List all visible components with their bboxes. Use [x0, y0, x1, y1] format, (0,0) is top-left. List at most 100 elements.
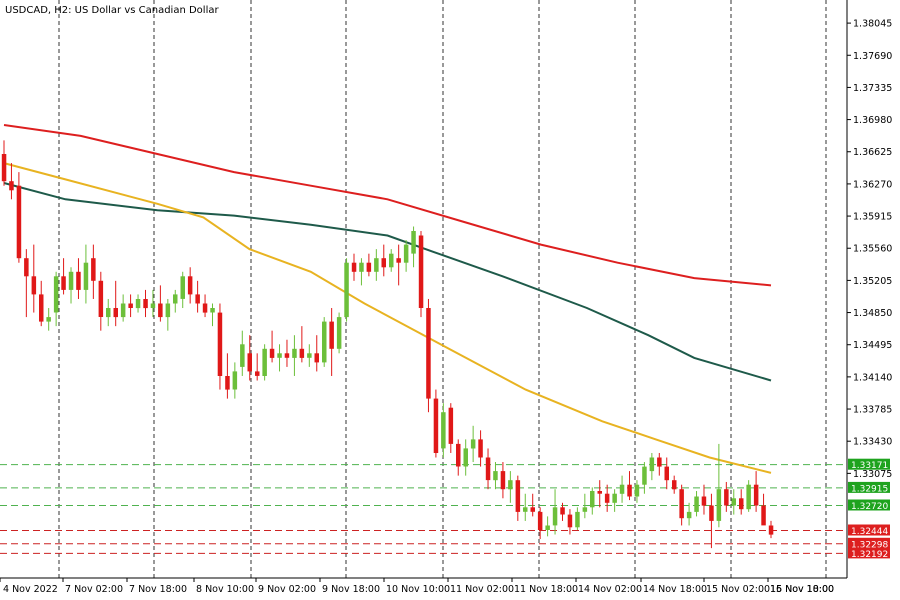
- candle-body: [292, 348, 297, 358]
- price-tick-label: 1.38045: [853, 19, 892, 30]
- candle-body: [68, 271, 74, 290]
- price-tag-box: [848, 547, 890, 559]
- bearish-candle: [9, 163, 14, 200]
- candle-body: [16, 185, 22, 259]
- bearish-candle: [418, 231, 424, 318]
- bearish-candle: [366, 253, 372, 277]
- price-tag: 1.32298: [848, 537, 890, 550]
- candle-body: [217, 312, 223, 376]
- candle-body: [359, 262, 364, 272]
- candle-body: [433, 398, 439, 453]
- price-tag-label: 1.32915: [851, 484, 888, 494]
- bullish-candle: [411, 226, 416, 268]
- candle-body: [612, 493, 617, 503]
- price-tag-box: [848, 458, 890, 470]
- bearish-candle: [739, 489, 744, 515]
- bearish-candle: [61, 258, 66, 295]
- candle-body: [545, 525, 550, 530]
- price-tick-label: 1.36980: [853, 115, 892, 126]
- bearish-candle: [515, 475, 521, 521]
- price-tag-label: 1.32298: [851, 540, 888, 550]
- bearish-candle: [16, 172, 22, 263]
- time-tick-label: 11 Nov 18:00: [514, 584, 578, 595]
- time-tick-label: 8 Nov 10:00: [196, 584, 254, 595]
- time-axis[interactable]: 4 Nov 2022 7 Nov 02:00 7 Nov 18:00 8 Nov 10…: [0, 578, 834, 595]
- price-tag-box: [848, 537, 890, 549]
- candle-body: [448, 407, 454, 444]
- candle-body: [590, 491, 595, 508]
- candle-body: [374, 258, 379, 272]
- price-tick-label: 1.36625: [853, 147, 892, 158]
- candle-body: [493, 471, 498, 481]
- price-tick-label: 1.37690: [853, 51, 892, 62]
- candle-body: [1, 154, 7, 182]
- bearish-candle: [255, 353, 260, 381]
- bullish-candle: [210, 303, 215, 327]
- candle-body: [642, 466, 647, 485]
- bullish-candle: [232, 362, 238, 399]
- bearish-candle: [143, 289, 148, 318]
- candle-body: [746, 484, 751, 510]
- candle-body: [232, 371, 238, 390]
- candle-body: [537, 511, 543, 530]
- candle-body: [366, 262, 372, 272]
- bullish-candle: [46, 308, 51, 331]
- candle-body: [39, 294, 44, 322]
- bearish-candle: [500, 462, 506, 499]
- time-tick-label: 9 Nov 18:00: [322, 584, 380, 595]
- price-tag-label: 1.32720: [851, 502, 888, 512]
- candle-body: [158, 303, 163, 318]
- price-axis[interactable]: 1.38045 1.37690 1.37335 1.36980 1.36625 1.362…: [847, 19, 892, 480]
- chart-title: USDCAD, H2: US Dollar vs Canadian Dollar: [5, 5, 219, 16]
- bullish-candle: [634, 480, 640, 503]
- bullish-candle: [508, 471, 513, 503]
- candle-body: [582, 507, 588, 512]
- grid: [58, 0, 827, 578]
- bearish-candle: [351, 253, 357, 281]
- bearish-candle: [679, 484, 684, 526]
- bullish-candle: [68, 267, 74, 304]
- bullish-candle: [53, 271, 59, 327]
- bearish-candle: [113, 280, 118, 327]
- bearish-candle: [217, 303, 223, 390]
- candle-body: [470, 439, 476, 449]
- bearish-candle: [709, 493, 714, 549]
- bearish-candle: [567, 509, 573, 535]
- candle-body: [247, 353, 252, 372]
- bullish-candle: [173, 289, 178, 313]
- bullish-candle: [686, 502, 692, 526]
- candle-body: [307, 353, 312, 358]
- bullish-candle: [135, 294, 141, 313]
- bullish-candle: [716, 443, 722, 528]
- bullish-candle: [403, 240, 409, 272]
- bearish-candle: [604, 484, 610, 512]
- bullish-candle: [746, 480, 751, 512]
- candle-body: [269, 348, 275, 358]
- price-tick-label: 1.34495: [853, 340, 892, 351]
- candle-body: [567, 514, 573, 528]
- bearish-candle: [530, 493, 535, 517]
- candle-body: [135, 299, 141, 309]
- bearish-candle: [664, 457, 669, 490]
- candle-body: [344, 262, 349, 318]
- bullish-candle: [322, 317, 327, 367]
- bullish-candle: [590, 487, 595, 515]
- price-tag: 1.32444: [848, 524, 890, 537]
- bearish-candle: [597, 480, 602, 508]
- price-tags: 1.33171 1.32915 1.32720 1.32444 1.322981.321…: [848, 458, 890, 560]
- bullish-candle: [106, 298, 111, 327]
- time-tick-label: 7 Nov 02:00: [65, 584, 123, 595]
- candle-body: [753, 484, 759, 506]
- price-tag-box: [848, 499, 890, 511]
- candle-body: [240, 344, 245, 367]
- bearish-candle: [195, 280, 200, 313]
- candle-body: [694, 496, 699, 512]
- candle-body: [686, 511, 692, 519]
- candle-body: [202, 303, 208, 313]
- time-tick-label: 14 Nov 18:00: [643, 584, 707, 595]
- price-tag: 1.33171: [848, 458, 890, 471]
- bullish-candle: [619, 475, 625, 503]
- candle-body: [552, 507, 558, 526]
